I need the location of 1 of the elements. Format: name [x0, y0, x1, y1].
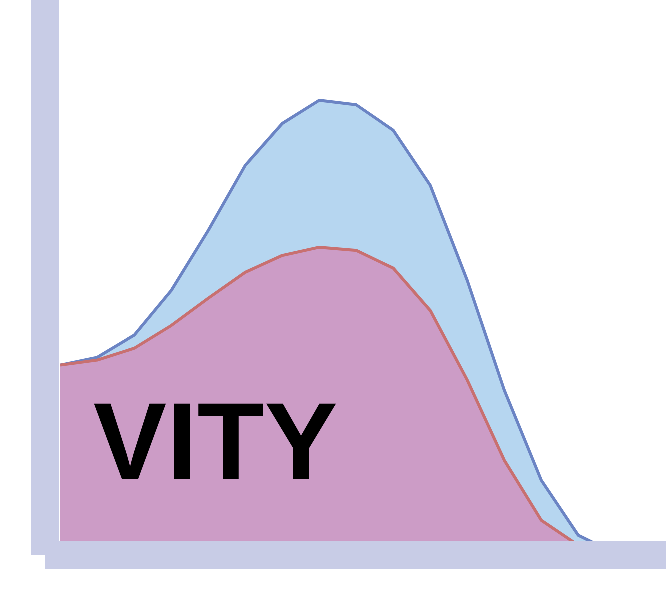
annotation: VITY: [94, 380, 338, 504]
